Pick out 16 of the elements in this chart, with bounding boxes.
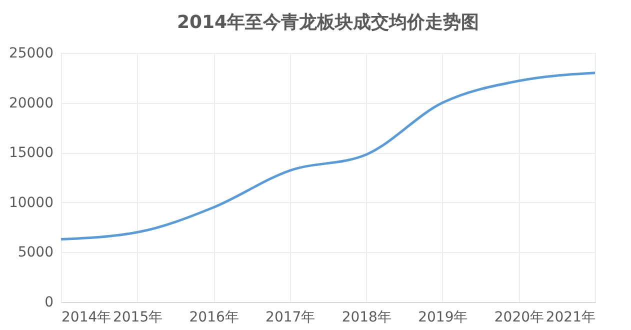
x-tick-label: 2018年	[342, 310, 392, 326]
x-tick-label: 2014年	[62, 310, 112, 326]
y-tick-label: 15000	[8, 145, 54, 162]
x-tick-label: 2021年	[546, 310, 596, 326]
x-tick-label: 2019年	[418, 310, 468, 326]
x-tick-label: 2016年	[189, 310, 239, 326]
x-tick-label: 2015年	[112, 310, 163, 326]
chart-title: 2014年至今青龙板块成交均价走势图	[176, 12, 480, 33]
y-tick-label: 5000	[18, 244, 54, 261]
y-tick-label: 10000	[8, 194, 54, 211]
x-tick-label: 2017年	[266, 310, 316, 326]
y-tick-label: 20000	[8, 95, 54, 112]
x-tick-label: 2020年	[494, 310, 544, 326]
y-tick-label: 0	[44, 294, 54, 310]
line-series	[60, 72, 596, 240]
y-tick-label: 25000	[8, 46, 54, 62]
